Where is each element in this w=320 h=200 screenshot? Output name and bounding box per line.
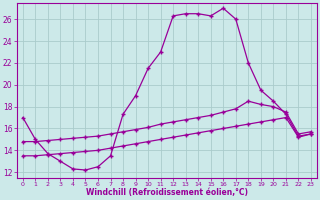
X-axis label: Windchill (Refroidissement éolien,°C): Windchill (Refroidissement éolien,°C) xyxy=(86,188,248,197)
